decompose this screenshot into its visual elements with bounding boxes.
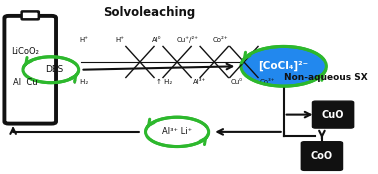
FancyBboxPatch shape: [22, 11, 39, 19]
Text: LiCoO₂: LiCoO₂: [11, 47, 39, 56]
Text: Solvoleaching: Solvoleaching: [103, 6, 195, 19]
Text: Al³⁺: Al³⁺: [193, 79, 206, 85]
Text: Al  Cu: Al Cu: [13, 78, 37, 87]
Circle shape: [241, 46, 326, 86]
Text: H⁺: H⁺: [115, 37, 124, 43]
FancyBboxPatch shape: [301, 142, 342, 170]
Text: Co²⁺: Co²⁺: [212, 37, 228, 43]
FancyBboxPatch shape: [313, 101, 354, 128]
Text: Cu⁰: Cu⁰: [230, 79, 242, 85]
Text: Co³⁺: Co³⁺: [260, 79, 276, 85]
Text: Al⁰: Al⁰: [152, 37, 161, 43]
Text: [CoCl₄]²⁻: [CoCl₄]²⁻: [259, 61, 309, 71]
Text: Al³⁺ Li⁺: Al³⁺ Li⁺: [162, 127, 192, 136]
Text: ↑ H₂: ↑ H₂: [73, 79, 89, 85]
Text: Cu⁺/²⁺: Cu⁺/²⁺: [176, 36, 198, 43]
Text: DES: DES: [45, 65, 64, 74]
Text: CuO: CuO: [322, 110, 344, 120]
Text: Non-aqueous SX: Non-aqueous SX: [284, 73, 367, 82]
FancyBboxPatch shape: [5, 16, 56, 124]
Text: H⁺: H⁺: [80, 37, 89, 43]
Text: ↑ H₂: ↑ H₂: [156, 79, 172, 85]
Text: CoO: CoO: [311, 151, 333, 161]
